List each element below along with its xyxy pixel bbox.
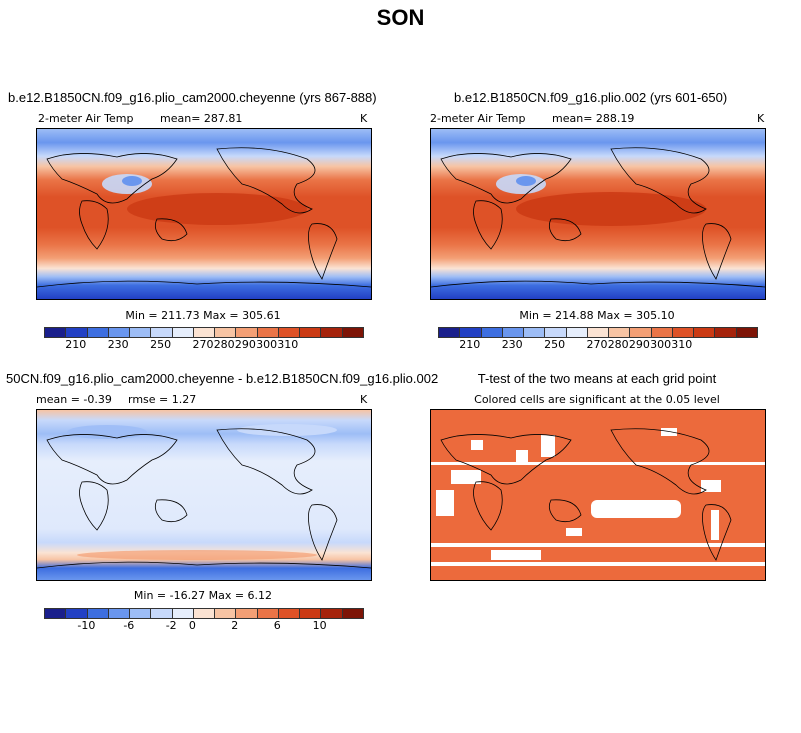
colorbar-swatch: [172, 609, 194, 618]
colorbar-tick-label: 290: [628, 338, 650, 351]
colorbar-swatch: [257, 609, 279, 618]
colorbar-swatch: [87, 328, 109, 337]
panel2-map: [430, 128, 766, 300]
panel2-stats: Min = 214.88 Max = 305.10: [519, 309, 675, 322]
colorbar-tick-label: 270: [192, 338, 214, 351]
colorbar-tick-label: 210: [65, 338, 87, 351]
colorbar-swatch: [151, 328, 173, 337]
colorbar-tick-label: 10: [312, 619, 327, 632]
colorbar-swatch: [609, 328, 631, 337]
panel3-title: 50CN.f09_g16.plio_cam2000.cheyenne - b.e…: [6, 371, 439, 386]
colorbar-swatch: [439, 328, 461, 337]
panel1-stats: Min = 211.73 Max = 305.61: [125, 309, 281, 322]
colorbar-swatch: [193, 328, 216, 337]
panel2-variable-label: 2-meter Air Temp: [430, 112, 526, 125]
panel2-title: b.e12.B1850CN.f09_g16.plio.002 (yrs 601-…: [454, 90, 728, 105]
colorbar-swatch: [87, 609, 109, 618]
panel1-colorbar: [44, 327, 364, 338]
colorbar-swatch: [524, 328, 546, 337]
colorbar-swatch: [172, 328, 194, 337]
colorbar-swatch: [630, 328, 652, 337]
colorbar-swatch: [108, 609, 131, 618]
colorbar-swatch: [545, 328, 567, 337]
colorbar-tick-label: 2: [231, 619, 239, 632]
panel4-subtitle: Colored cells are significant at the 0.0…: [474, 393, 720, 406]
panel4-title: T-test of the two means at each grid poi…: [477, 371, 717, 386]
colorbar-swatch: [502, 328, 525, 337]
colorbar-tick-label: 300: [256, 338, 278, 351]
colorbar-swatch: [215, 609, 237, 618]
colorbar-tick-label: 250: [544, 338, 566, 351]
colorbar-swatch: [566, 328, 588, 337]
colorbar-tick-label: -6: [123, 619, 135, 632]
colorbar-swatch: [672, 328, 695, 337]
colorbar-tick-label: -10: [77, 619, 96, 632]
colorbar-swatch: [193, 609, 216, 618]
colorbar-swatch: [715, 328, 737, 337]
colorbar-swatch: [278, 609, 301, 618]
colorbar-swatch: [108, 328, 131, 337]
colorbar-swatch: [45, 609, 67, 618]
panel3-rmse-label: rmse = 1.27: [128, 393, 197, 406]
panel3-map: [36, 409, 372, 581]
colorbar-tick-label: 270: [586, 338, 608, 351]
colorbar-tick-label: 310: [277, 338, 299, 351]
colorbar-swatch: [66, 328, 88, 337]
colorbar-tick-label: 290: [234, 338, 256, 351]
colorbar-swatch: [736, 328, 757, 337]
colorbar-swatch: [587, 328, 610, 337]
panel3-stats: Min = -16.27 Max = 6.12: [133, 589, 273, 602]
colorbar-swatch: [236, 609, 258, 618]
colorbar-swatch: [130, 328, 152, 337]
panel1-colorbar-ticks: 210 230 250 270 280 290 300 310: [44, 338, 362, 352]
panel2-units: K: [757, 112, 765, 125]
colorbar-swatch: [694, 328, 716, 337]
colorbar-tick-label: 6: [273, 619, 281, 632]
colorbar-swatch: [321, 328, 343, 337]
panel1-title: b.e12.B1850CN.f09_g16.plio_cam2000.cheye…: [8, 90, 377, 105]
panel2-colorbar: [438, 327, 758, 338]
colorbar-swatch: [66, 609, 88, 618]
colorbar-tick-label: 230: [501, 338, 523, 351]
colorbar-swatch: [278, 328, 301, 337]
panel2-colorbar-ticks: 210 230 250 270 280 290 300 310: [438, 338, 756, 352]
colorbar-swatch: [236, 328, 258, 337]
colorbar-swatch: [342, 609, 363, 618]
colorbar-tick-label: 210: [459, 338, 481, 351]
colorbar-swatch: [45, 328, 67, 337]
colorbar-swatch: [151, 609, 173, 618]
panel1-mean-label: mean= 287.81: [160, 112, 243, 125]
colorbar-tick-label: 280: [607, 338, 629, 351]
panel3-mean-label: mean = -0.39: [36, 393, 112, 406]
colorbar-swatch: [460, 328, 482, 337]
colorbar-tick-label: 230: [107, 338, 129, 351]
colorbar-swatch: [215, 328, 237, 337]
panel2-mean-label: mean= 288.19: [552, 112, 635, 125]
colorbar-swatch: [342, 328, 363, 337]
panel3-colorbar-ticks: -10 -6 -2 0 2 6 10: [44, 619, 362, 633]
colorbar-tick-label: 0: [188, 619, 196, 632]
colorbar-swatch: [130, 609, 152, 618]
colorbar-swatch: [321, 609, 343, 618]
panel1-units: K: [360, 112, 368, 125]
panel1-variable-label: 2-meter Air Temp: [38, 112, 134, 125]
colorbar-swatch: [651, 328, 673, 337]
colorbar-tick-label: 300: [650, 338, 672, 351]
colorbar-swatch: [481, 328, 503, 337]
colorbar-tick-label: 250: [150, 338, 172, 351]
colorbar-swatch: [300, 328, 322, 337]
figure-title: SON: [376, 5, 425, 30]
panel3-units: K: [360, 393, 368, 406]
panel3-colorbar: [44, 608, 364, 619]
panel1-map: [36, 128, 372, 300]
colorbar-swatch: [300, 609, 322, 618]
panel4-map: [430, 409, 766, 581]
colorbar-tick-label: -2: [165, 619, 177, 632]
colorbar-tick-label: 310: [671, 338, 693, 351]
colorbar-tick-label: 280: [213, 338, 235, 351]
colorbar-swatch: [257, 328, 279, 337]
